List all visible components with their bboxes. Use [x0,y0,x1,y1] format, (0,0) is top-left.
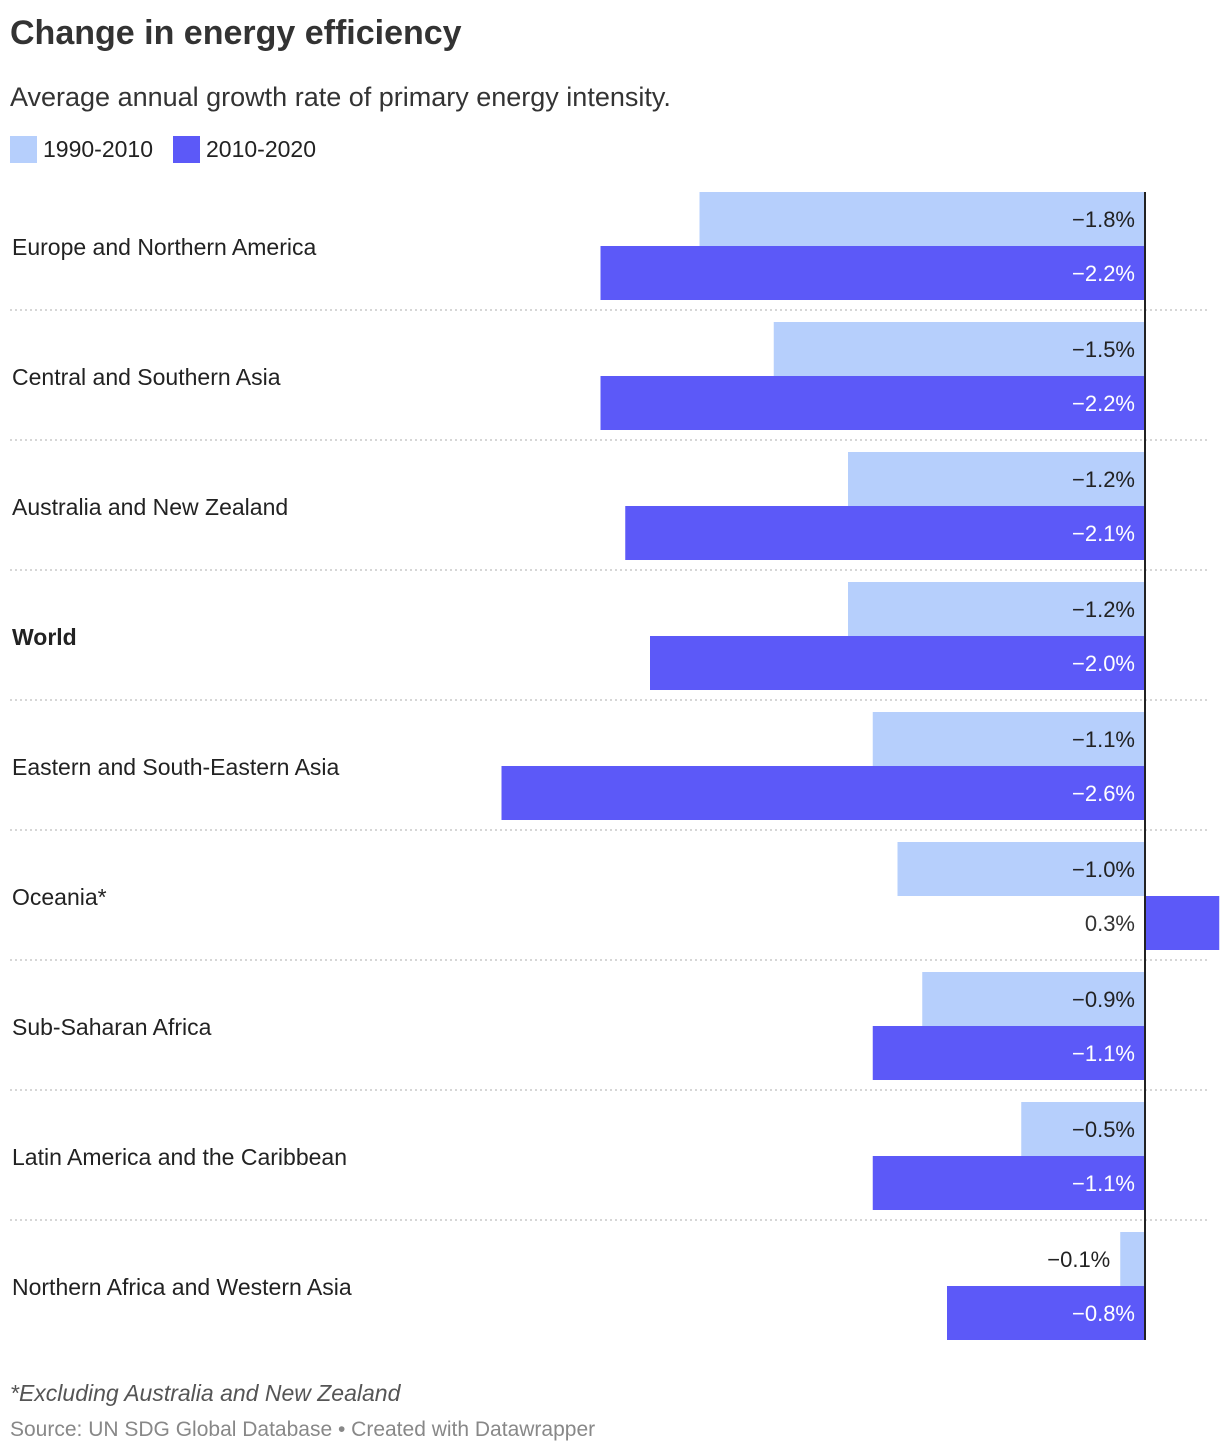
category-label-europe-and-northern-america: Europe and Northern America [12,234,316,260]
value-label-europe-and-northern-america-2010-2020: −2.2% [1072,261,1135,286]
category-label-world: World [12,624,77,650]
bar-eastern-and-south-eastern-asia-1990-2010 [872,712,1145,766]
value-label-europe-and-northern-america-1990-2010: −1.8% [1072,207,1135,232]
bar-australia-and-new-zealand-1990-2010 [848,452,1145,506]
value-label-northern-africa-and-western-asia-2010-2020: −0.8% [1072,1301,1135,1326]
value-label-northern-africa-and-western-asia-1990-2010: −0.1% [1047,1247,1110,1272]
value-label-sub-saharan-africa-2010-2020: −1.1% [1072,1041,1135,1066]
bar-northern-africa-and-western-asia-2010-2020 [947,1286,1145,1340]
value-label-oceania-2010-2020: 0.3% [1085,911,1135,936]
value-label-oceania-1990-2010: −1.0% [1072,857,1135,882]
bar-europe-and-northern-america-2010-2020 [600,246,1145,300]
value-label-australia-and-new-zealand-2010-2020: −2.1% [1072,521,1135,546]
bar-central-and-southern-asia-2010-2020 [600,376,1145,430]
value-label-latin-america-and-the-caribbean-2010-2020: −1.1% [1072,1171,1135,1196]
category-label-oceania: Oceania* [12,884,107,910]
category-label-latin-america-and-the-caribbean: Latin America and the Caribbean [12,1144,347,1170]
category-label-eastern-and-south-eastern-asia: Eastern and South-Eastern Asia [12,754,340,780]
value-label-sub-saharan-africa-1990-2010: −0.9% [1072,987,1135,1012]
legend-item-2010-2020: 2010-2020 [173,136,316,163]
bar-europe-and-northern-america-1990-2010 [699,192,1145,246]
legend-label-1990-2010: 1990-2010 [43,136,153,162]
bar-world-1990-2010 [848,582,1145,636]
legend-label-2010-2020: 2010-2020 [206,136,316,162]
bar-chart: Europe and Northern America −1.8% −2.2% Cen… [10,192,1220,1340]
value-label-central-and-southern-asia-1990-2010: −1.5% [1072,337,1135,362]
legend-item-1990-2010: 1990-2010 [10,136,153,163]
legend-swatch-2010-2020 [173,136,200,163]
category-label-sub-saharan-africa: Sub-Saharan Africa [12,1014,212,1040]
bar-sub-saharan-africa-1990-2010 [922,972,1145,1026]
bar-latin-america-and-the-caribbean-2010-2020 [872,1156,1145,1210]
chart-subtitle: Average annual growth rate of primary en… [10,82,671,112]
source-credit: Source: UN SDG Global Database • Created… [10,1418,596,1441]
bar-central-and-southern-asia-1990-2010 [773,322,1145,376]
chart-title: Change in energy efficiency [10,14,462,52]
legend: 1990-2010 2010-2020 [10,136,336,163]
footnote: *Excluding Australia and New Zealand [10,1380,401,1406]
value-label-eastern-and-south-eastern-asia-1990-2010: −1.1% [1072,727,1135,752]
value-label-central-and-southern-asia-2010-2020: −2.2% [1072,391,1135,416]
value-label-latin-america-and-the-caribbean-1990-2010: −0.5% [1072,1117,1135,1142]
value-label-eastern-and-south-eastern-asia-2010-2020: −2.6% [1072,781,1135,806]
bar-sub-saharan-africa-2010-2020 [872,1026,1145,1080]
bar-northern-africa-and-western-asia-1990-2010 [1120,1232,1145,1286]
value-label-world-2010-2020: −2.0% [1072,651,1135,676]
bar-oceania-2010-2020 [1145,896,1220,950]
bar-latin-america-and-the-caribbean-1990-2010 [1021,1102,1145,1156]
legend-swatch-1990-2010 [10,136,37,163]
category-label-australia-and-new-zealand: Australia and New Zealand [12,494,288,520]
value-label-australia-and-new-zealand-1990-2010: −1.2% [1072,467,1135,492]
category-label-central-and-southern-asia: Central and Southern Asia [12,364,281,390]
value-label-world-1990-2010: −1.2% [1072,597,1135,622]
bar-australia-and-new-zealand-2010-2020 [625,506,1145,560]
category-label-northern-africa-and-western-asia: Northern Africa and Western Asia [12,1274,352,1300]
bar-eastern-and-south-eastern-asia-2010-2020 [501,766,1145,820]
bar-oceania-1990-2010 [897,842,1145,896]
bar-world-2010-2020 [650,636,1145,690]
